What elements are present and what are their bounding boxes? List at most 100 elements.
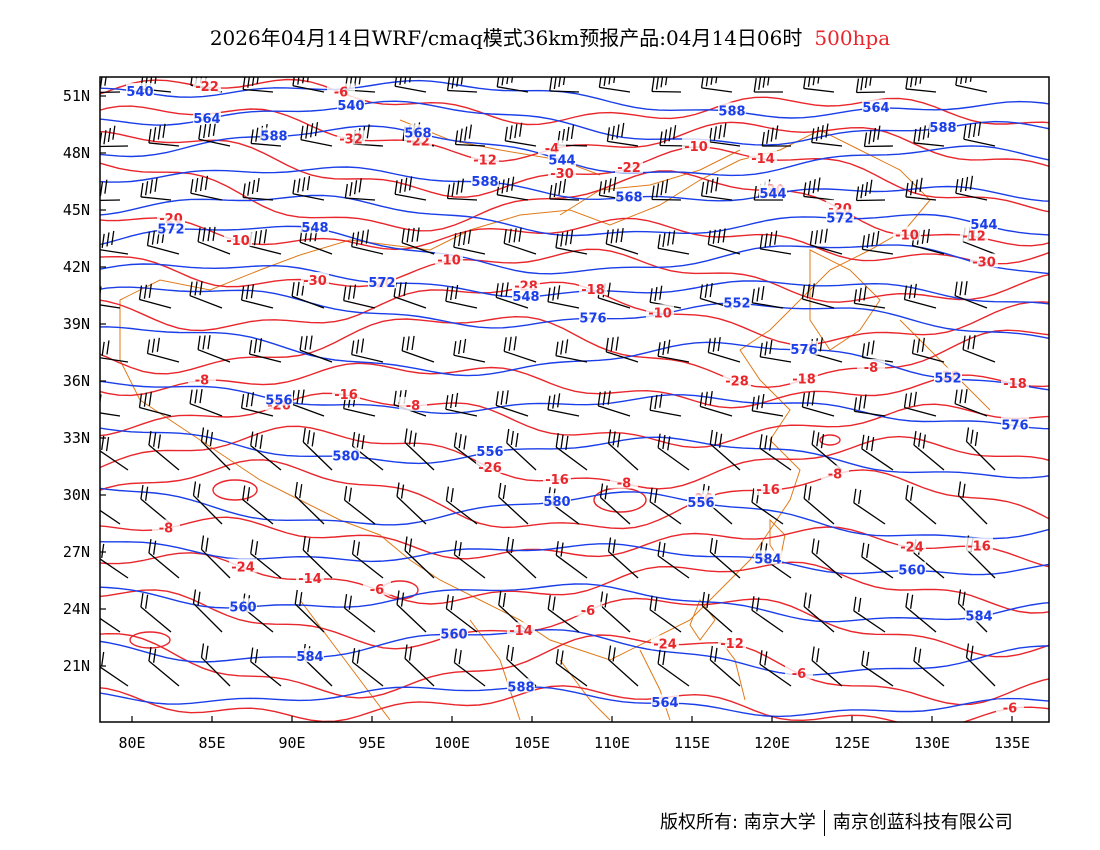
- wind-barb: [343, 486, 376, 525]
- barb-feather: [560, 542, 564, 557]
- barb-staff: [147, 244, 180, 255]
- barb-feather: [820, 125, 824, 140]
- barb-feather: [360, 230, 365, 245]
- barb-staff: [760, 356, 792, 363]
- wind-barb: [140, 592, 172, 633]
- barb-feather: [343, 486, 348, 501]
- barb-staff: [555, 355, 588, 363]
- barb-feather: [299, 336, 303, 351]
- barb-feather: [761, 131, 765, 147]
- wind-barb: [657, 433, 690, 471]
- barb-feather: [406, 336, 410, 351]
- barb-feather: [292, 77, 295, 86]
- barb-feather: [651, 77, 655, 92]
- barb-feather: [649, 396, 653, 411]
- wind-barb: [905, 592, 937, 633]
- barb-feather: [866, 435, 870, 451]
- barb-feather: [356, 433, 360, 448]
- barb-feather: [458, 434, 462, 449]
- barb-feather: [458, 231, 462, 247]
- barb-feather: [356, 649, 360, 664]
- barb-feather: [255, 127, 259, 142]
- wind-barb: [394, 176, 427, 201]
- temperature-contour-label-bg: [682, 137, 710, 152]
- barb-staff: [396, 604, 427, 633]
- barb-staff: [100, 304, 121, 309]
- barb-feather: [209, 431, 214, 447]
- barb-feather: [607, 645, 612, 660]
- barb-feather: [816, 648, 820, 663]
- barb-feather: [604, 485, 608, 500]
- barb-staff: [343, 300, 376, 309]
- barb-feather: [294, 589, 298, 605]
- lon-label: 80E: [118, 734, 145, 752]
- height-contour-line: [100, 194, 1049, 237]
- barb-feather: [197, 227, 201, 242]
- barb-staff: [250, 553, 282, 579]
- wind-barb: [803, 77, 835, 93]
- barb-staff: [148, 552, 180, 579]
- barb-feather: [964, 77, 968, 84]
- height-contour-label-bg: [296, 648, 324, 663]
- temperature-contour-label-bg: [327, 83, 355, 98]
- barb-staff: [197, 349, 231, 363]
- barb-feather: [450, 488, 454, 503]
- temperature-contour-line: [100, 632, 1049, 706]
- barb-feather: [616, 124, 620, 139]
- height-contour-label-bg: [862, 99, 890, 114]
- temperature-contour-label-bg: [152, 519, 180, 534]
- barb-feather: [861, 650, 865, 665]
- barb-staff: [751, 501, 784, 525]
- barb-feather: [808, 486, 812, 501]
- barb-feather: [816, 432, 820, 447]
- wind-barb: [759, 434, 792, 471]
- wind-barb: [547, 595, 580, 633]
- barb-feather: [667, 436, 671, 451]
- temperature-contour-label-bg: [749, 150, 777, 165]
- barb-feather: [202, 335, 206, 350]
- wind-barb: [853, 394, 886, 417]
- wind-barb: [404, 644, 435, 687]
- barb-feather: [922, 125, 926, 140]
- barb-feather: [511, 77, 514, 83]
- barb-feather: [148, 128, 152, 144]
- barb-staff: [657, 663, 690, 687]
- barb-feather: [610, 337, 614, 352]
- barb-staff: [547, 608, 580, 633]
- barb-feather: [649, 288, 653, 303]
- barb-feather: [565, 231, 569, 246]
- barb-feather: [454, 130, 459, 145]
- barb-feather: [314, 122, 319, 137]
- barb-staff: [856, 199, 886, 202]
- wind-barb: [555, 230, 588, 255]
- barb-feather: [603, 179, 607, 194]
- wind-barb: [801, 283, 835, 309]
- barb-feather: [94, 490, 96, 504]
- height-contour-label: 588: [507, 680, 534, 695]
- barb-feather: [510, 646, 514, 662]
- wind-barb: [445, 392, 478, 417]
- barb-feather: [205, 645, 209, 660]
- barb-feather: [467, 229, 472, 244]
- barb-staff: [700, 405, 733, 417]
- height-contour-label-bg: [543, 493, 571, 508]
- barb-feather: [769, 231, 773, 247]
- barb-feather: [913, 128, 917, 144]
- wind-barb: [100, 340, 129, 363]
- barb-feather: [860, 77, 864, 91]
- barb-feather: [361, 435, 365, 450]
- barb-feather: [97, 651, 99, 665]
- barb-feather: [607, 390, 611, 405]
- wind-barb: [751, 285, 784, 309]
- barb-feather: [905, 484, 909, 500]
- temperature-contour-label-bg: [821, 465, 849, 480]
- barb-staff: [606, 243, 639, 255]
- barb-feather: [965, 643, 970, 658]
- barb-feather: [615, 228, 619, 243]
- barb-staff: [100, 199, 121, 202]
- barb-staff: [966, 657, 996, 687]
- barb-feather: [547, 287, 551, 302]
- height-contour-label: 548: [301, 221, 328, 236]
- height-contour-label: 568: [615, 190, 642, 205]
- barb-staff: [803, 606, 835, 633]
